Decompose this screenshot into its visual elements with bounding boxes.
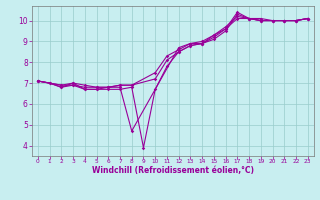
- X-axis label: Windchill (Refroidissement éolien,°C): Windchill (Refroidissement éolien,°C): [92, 166, 254, 175]
